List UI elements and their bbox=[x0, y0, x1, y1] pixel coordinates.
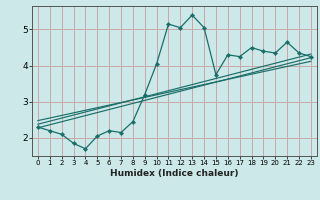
X-axis label: Humidex (Indice chaleur): Humidex (Indice chaleur) bbox=[110, 169, 239, 178]
